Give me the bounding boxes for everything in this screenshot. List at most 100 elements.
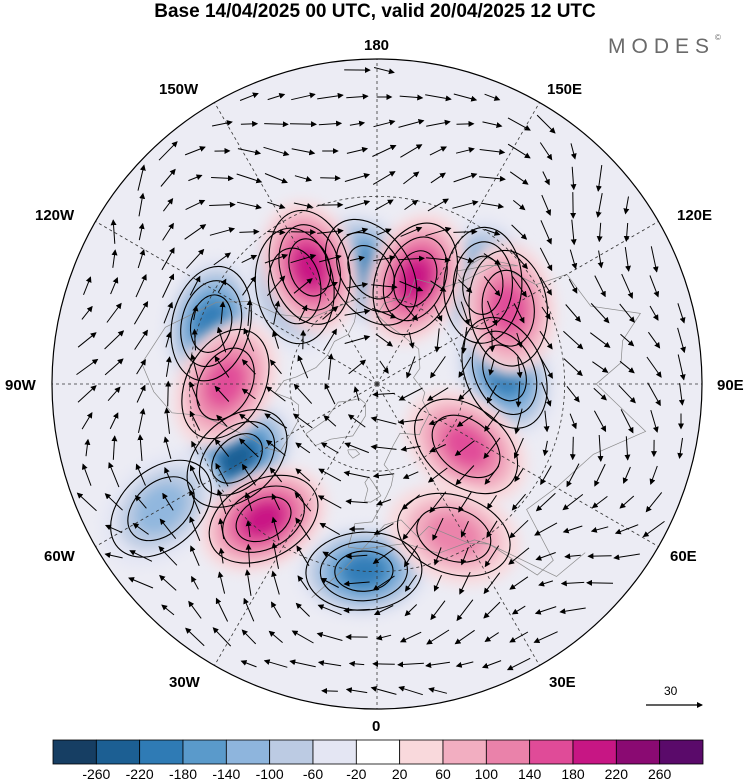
wind-vector <box>163 301 173 324</box>
wind-vector <box>479 175 506 182</box>
wind-vector <box>433 574 442 592</box>
wind-vector <box>297 354 309 379</box>
wind-vector <box>349 120 366 127</box>
wind-vector <box>209 227 236 236</box>
wind-vector <box>479 148 506 155</box>
wind-vector <box>133 300 149 325</box>
pink-160e-contour <box>393 250 438 308</box>
wind-vector <box>237 148 262 156</box>
wind-vector <box>110 219 117 244</box>
wind-vector <box>597 434 604 462</box>
wind-vector <box>513 437 524 459</box>
wind-vector <box>319 254 342 263</box>
wind-vector <box>559 607 586 615</box>
wind-vector <box>76 358 99 376</box>
wind-vector <box>514 468 524 483</box>
wind-vector <box>345 498 368 505</box>
wind-vector <box>291 92 316 101</box>
wind-vector <box>236 201 262 210</box>
wind-vector <box>597 250 604 269</box>
wind-vector <box>458 356 472 378</box>
wind-vector <box>349 255 365 262</box>
wind-vector <box>269 467 283 483</box>
wind-vector <box>480 202 505 210</box>
wind-vector <box>241 388 256 400</box>
wind-vector <box>484 410 500 432</box>
wind-vector <box>646 356 662 378</box>
wind-vector <box>379 360 389 374</box>
wind-vector <box>454 440 475 457</box>
wind-vector <box>240 660 257 668</box>
wind-vector <box>217 278 227 293</box>
wind-vector <box>212 627 232 647</box>
meridian-line <box>376 383 659 547</box>
wind-vector <box>322 282 338 290</box>
wind-vector <box>344 173 371 182</box>
wind-vector <box>111 435 118 460</box>
pink-150w-contour <box>268 209 351 325</box>
colorbar-tick-label: -20 <box>346 766 367 782</box>
wind-vector <box>264 121 289 128</box>
lon-label-30w: 30W <box>169 674 200 691</box>
wind-vector <box>563 358 583 377</box>
wind-vector <box>241 359 256 375</box>
wind-vector <box>430 356 446 379</box>
wind-vector <box>677 327 686 354</box>
wind-vector <box>398 119 425 128</box>
colorbar-tick-label: 180 <box>561 766 585 782</box>
colorbar-swatch <box>269 739 314 765</box>
wind-vector <box>622 466 631 484</box>
wind-vector <box>370 444 397 451</box>
wind-vector <box>484 545 500 568</box>
wind-vector <box>316 631 343 641</box>
wind-vector <box>372 307 397 319</box>
blue-130e-contour <box>452 241 513 330</box>
wind-vector <box>507 143 531 159</box>
wind-vector <box>273 300 281 325</box>
wind-vector <box>570 166 577 191</box>
wind-vector <box>457 387 472 401</box>
wind-vector <box>294 175 313 182</box>
wind-vector <box>542 440 549 457</box>
wind-vector <box>459 571 471 595</box>
wind-vector <box>345 553 368 560</box>
wind-vector <box>289 659 316 668</box>
wind-vector <box>263 659 288 668</box>
wind-vector <box>160 168 176 187</box>
colorbar-swatch <box>615 739 661 765</box>
wind-vector <box>400 445 421 452</box>
wind-vector <box>267 93 286 101</box>
wind-vector <box>543 410 550 433</box>
wind-vector <box>264 413 288 429</box>
wind-vector <box>213 252 232 266</box>
lon-label-60e: 60E <box>670 548 697 565</box>
wind-vector <box>317 660 342 667</box>
wind-vector <box>649 275 660 298</box>
wind-vector <box>271 516 280 541</box>
wind-vector <box>245 520 252 538</box>
wind-vector <box>592 361 609 373</box>
wind-vector <box>454 629 475 645</box>
wind-vector <box>189 381 201 406</box>
wind-vector <box>240 120 259 127</box>
wind-vector <box>134 494 147 509</box>
wind-vector <box>511 275 527 298</box>
colorbar-swatch <box>442 739 487 765</box>
wind-vector <box>241 254 258 264</box>
wind-vector <box>111 249 118 268</box>
wind-vector <box>83 276 92 295</box>
wind-vector <box>188 174 203 182</box>
wind-vector <box>343 580 370 587</box>
brand-text: MODES <box>608 35 716 58</box>
wind-vector <box>402 518 420 541</box>
wind-vector <box>566 463 580 488</box>
wind-vector <box>271 542 279 569</box>
wind-vector <box>487 300 498 327</box>
wind-vector <box>267 229 286 236</box>
wind-vector <box>109 412 119 430</box>
wind-vector <box>614 524 639 535</box>
wind-vector <box>158 141 178 161</box>
map-title: Base 14/04/2025 00 UTC, valid 20/04/2025… <box>154 1 596 22</box>
wind-vector <box>621 273 634 299</box>
wind-vector <box>81 305 93 320</box>
